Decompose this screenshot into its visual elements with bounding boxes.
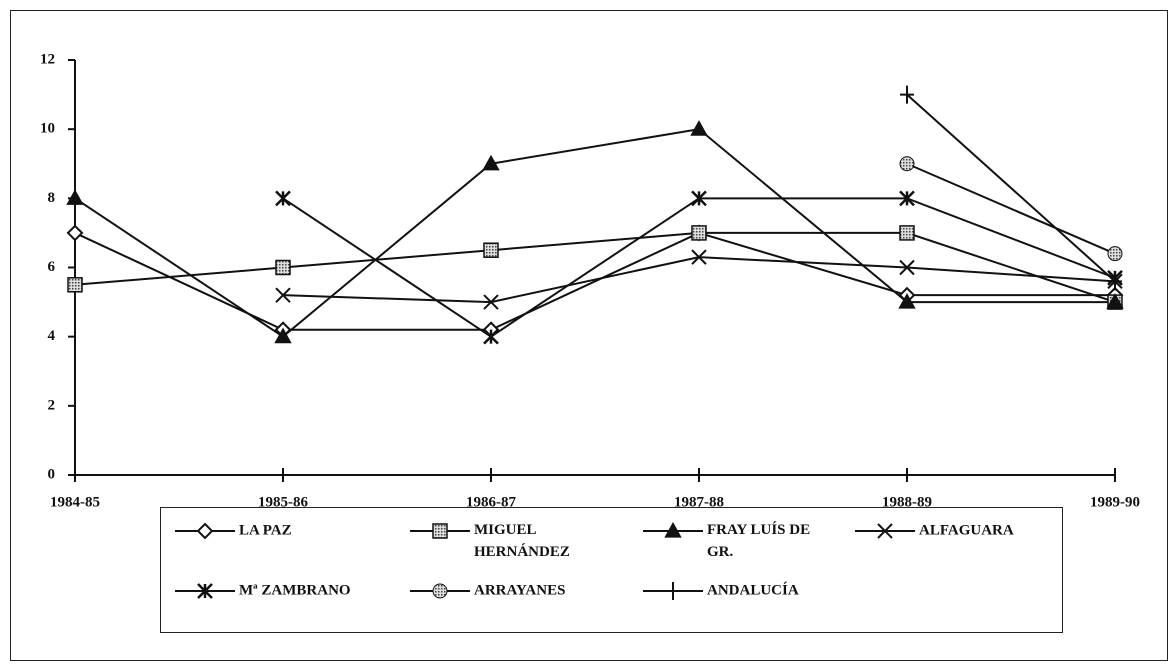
marker-x xyxy=(899,259,915,276)
y-tick-label: 6 xyxy=(48,259,56,275)
marker-asterisk xyxy=(691,190,707,207)
chart-frame xyxy=(10,10,1168,661)
legend-label: ANDALUCÍA xyxy=(707,581,799,598)
marker-triangle xyxy=(898,293,916,309)
marker-asterisk xyxy=(275,190,291,207)
marker-square xyxy=(275,259,291,276)
x-tick-label: 1986-87 xyxy=(466,494,516,510)
marker-circle xyxy=(899,156,915,172)
legend-label: ARRAYANES xyxy=(474,582,565,598)
marker-circle xyxy=(1107,246,1123,262)
x-tick-label: 1987-88 xyxy=(674,494,724,510)
marker-circle xyxy=(432,583,448,599)
marker-asterisk xyxy=(197,583,213,599)
series-line xyxy=(906,93,1116,283)
legend-label: FRAY LUÍS DE GR. xyxy=(707,521,810,560)
marker-plus xyxy=(666,582,680,600)
legend-label: MIGUEL HERNÁNDEZ xyxy=(474,522,570,560)
marker-square xyxy=(899,225,915,241)
marker-square xyxy=(483,242,499,258)
series-line xyxy=(282,197,1116,338)
y-tick-label: 2 xyxy=(48,397,56,413)
y-tick-label: 12 xyxy=(40,51,55,67)
y-tick-label: 0 xyxy=(48,466,56,482)
marker-triangle xyxy=(664,521,682,538)
legend-label: LA PAZ xyxy=(239,522,292,538)
series-line xyxy=(74,231,1116,304)
marker-asterisk xyxy=(483,328,499,345)
legend-label: Mª ZAMBRANO xyxy=(239,582,351,598)
marker-diamond xyxy=(196,522,214,540)
legend-box xyxy=(160,507,1063,633)
series-line xyxy=(906,162,1116,255)
marker-diamond xyxy=(66,224,84,242)
series-line xyxy=(74,231,1115,331)
marker-triangle xyxy=(690,120,708,136)
marker-triangle xyxy=(1106,293,1124,309)
marker-square xyxy=(691,225,707,241)
marker-triangle xyxy=(482,154,500,171)
x-tick-label: 1989-90 xyxy=(1090,494,1140,510)
marker-x xyxy=(877,523,893,539)
marker-plus xyxy=(1108,272,1122,291)
x-tick-label: 1984-85 xyxy=(50,494,100,510)
x-tick-label: 1985-86 xyxy=(258,494,308,510)
marker-plus xyxy=(900,85,914,104)
y-tick-label: 8 xyxy=(48,190,56,206)
marker-asterisk xyxy=(899,190,915,207)
x-tick-label: 1988-89 xyxy=(882,494,932,510)
marker-square xyxy=(432,523,448,539)
marker-triangle xyxy=(274,327,292,344)
marker-square xyxy=(67,277,83,293)
marker-x xyxy=(691,249,707,265)
marker-triangle xyxy=(66,189,84,205)
y-tick-label: 4 xyxy=(48,328,56,344)
series-line xyxy=(74,128,1115,338)
legend-label: ALFAGUARA xyxy=(919,522,1014,538)
marker-x xyxy=(483,294,499,310)
marker-x xyxy=(275,287,291,303)
y-tick-label: 10 xyxy=(40,121,55,137)
